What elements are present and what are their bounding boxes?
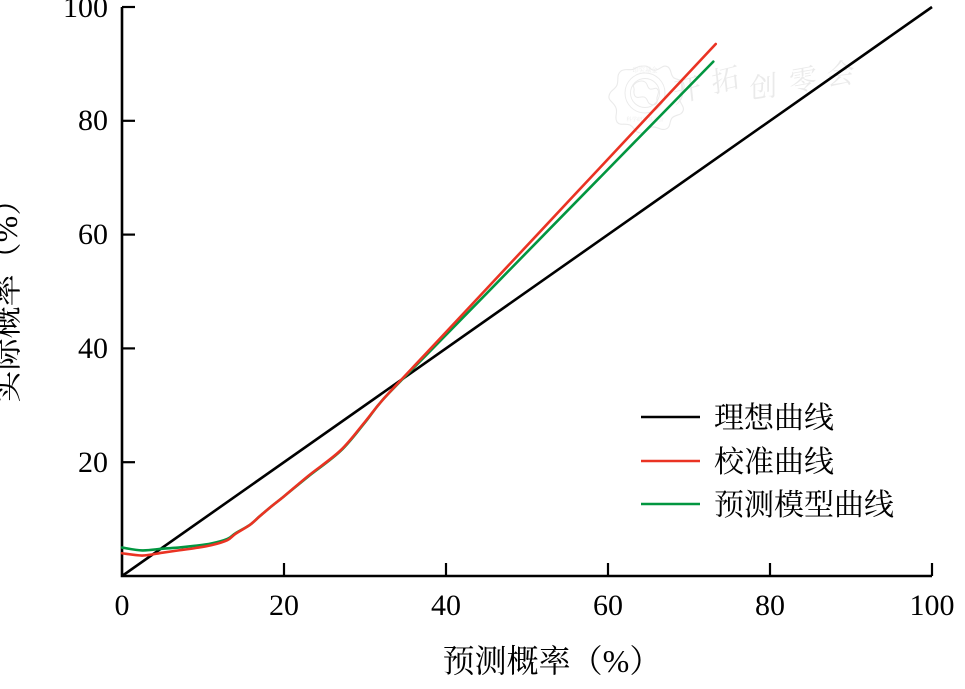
svg-text:40: 40 [431, 589, 461, 622]
svg-text:100: 100 [910, 589, 955, 622]
svg-text:会: 会 [826, 57, 855, 92]
svg-text:80: 80 [78, 104, 108, 137]
svg-text:20: 20 [78, 446, 108, 479]
svg-text:80: 80 [755, 589, 785, 622]
svg-text:零: 零 [789, 62, 818, 99]
svg-text:实际概率（%）: 实际概率（%） [0, 184, 24, 403]
svg-text:预测模型曲线: 预测模型曲线 [714, 489, 894, 522]
svg-text:100: 100 [63, 0, 108, 24]
svg-text:40: 40 [78, 332, 108, 365]
svg-text:预测概率（%）: 预测概率（%） [443, 643, 662, 679]
svg-text:印究基金: 印究基金 [632, 65, 658, 74]
svg-text:0: 0 [115, 589, 130, 622]
svg-text:60: 60 [593, 589, 623, 622]
svg-text:拓: 拓 [710, 61, 741, 100]
svg-text:60: 60 [78, 218, 108, 251]
svg-text:理想曲线: 理想曲线 [714, 402, 834, 435]
svg-text:20: 20 [269, 589, 299, 622]
svg-text:校准曲线: 校准曲线 [714, 446, 834, 479]
svg-text:创: 创 [750, 70, 778, 106]
